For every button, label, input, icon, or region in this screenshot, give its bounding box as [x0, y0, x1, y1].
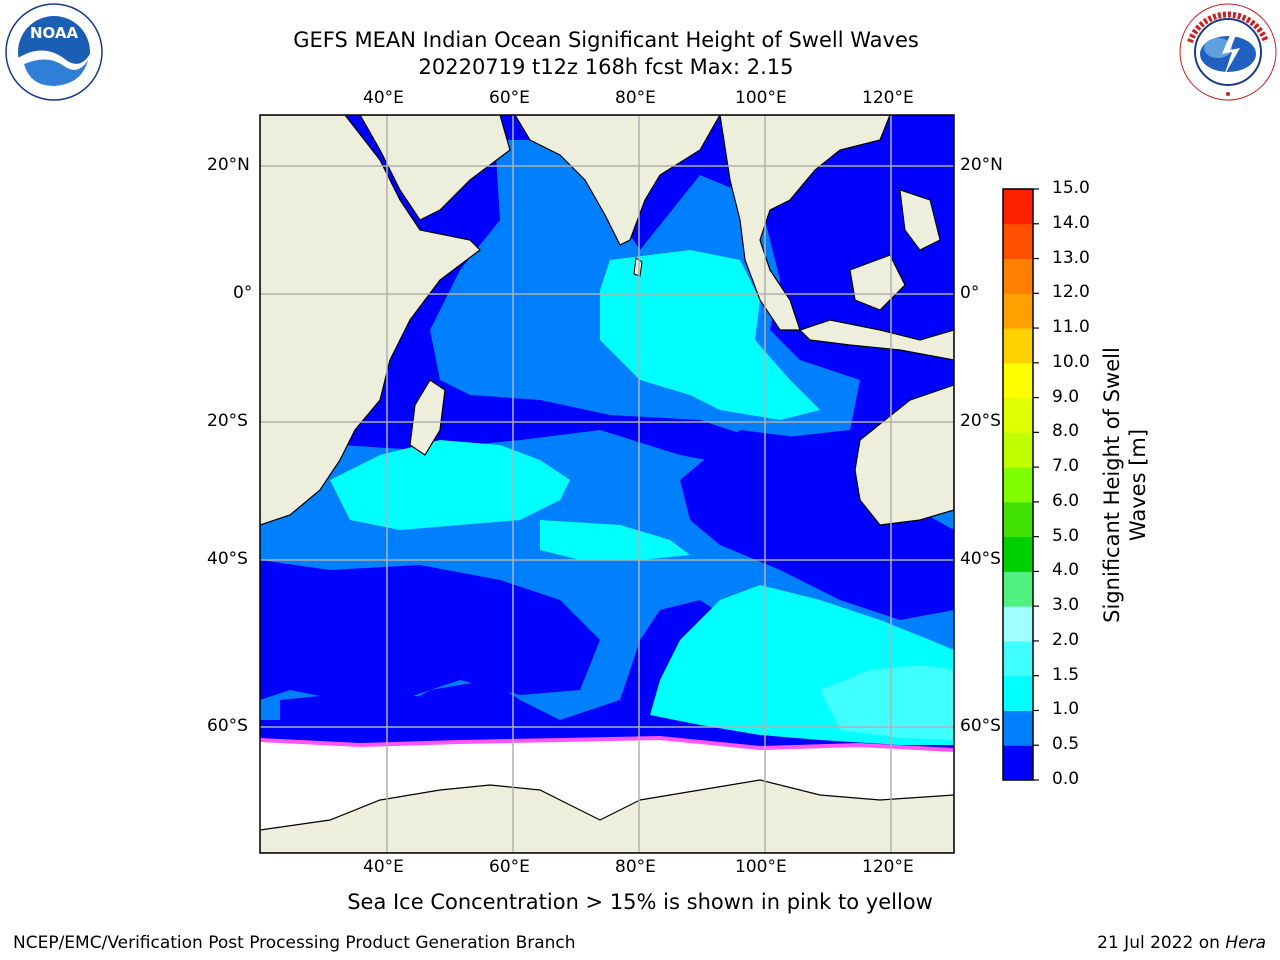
lon-tick-bottom-100e: 100°E [735, 857, 787, 877]
lon-tick-bottom-80e: 80°E [615, 857, 656, 877]
swell-light-west [330, 440, 570, 530]
colorbar-segment-2 [1003, 675, 1033, 711]
colorbar-segment-4 [1003, 606, 1033, 642]
noaa-logo: NOAA [5, 3, 103, 101]
lat-tick-left-60s: 60°S [207, 716, 248, 736]
colorbar-tick-label-4: 2.0 [1052, 629, 1080, 650]
lon-tick-top-100e: 100°E [735, 88, 787, 108]
lon-tick-bottom-60e: 60°E [489, 857, 530, 877]
colorbar-segment-8 [1003, 467, 1033, 503]
lon-tick-bottom-120e: 120°E [862, 857, 914, 877]
colorbar-tick-label-5: 3.0 [1052, 595, 1080, 616]
lat-tick-right-0: 0° [960, 283, 980, 303]
colorbar-tick-label-14: 12.0 [1052, 282, 1090, 303]
land-madagascar [409, 379, 446, 456]
lat-tick-right-40s: 40°S [960, 549, 1001, 569]
colorbar-tick-label-13: 11.0 [1052, 317, 1090, 338]
land-indonesia [798, 319, 954, 361]
swell-deep-patch-1 [260, 560, 600, 700]
footer-host: Hera [1225, 933, 1266, 953]
land-southeast-asia [719, 115, 891, 331]
colorbar-segment-14 [1003, 258, 1033, 294]
land-antarctica [260, 779, 954, 853]
footer-date-text: 21 Jul 2022 on [1097, 933, 1226, 953]
land-india [514, 115, 721, 246]
colorbar-tick-label-7: 5.0 [1052, 525, 1080, 546]
swell-deep-patch-2 [680, 430, 954, 620]
map-frame [259, 114, 955, 854]
colorbar-segment-0 [1003, 745, 1033, 781]
lat-tick-left-20s: 20°S [207, 411, 248, 431]
colorbar-segment-9 [1003, 432, 1033, 468]
lon-tick-top-80e: 80°E [615, 88, 656, 108]
colorbar [1003, 188, 1039, 781]
colorbar-segment-5 [1003, 571, 1033, 607]
colorbar-tick-label-0: 0.0 [1052, 769, 1080, 789]
colorbar-label-line1: Significant Height of Swell [1100, 347, 1124, 623]
colorbar-segment-15 [1003, 223, 1033, 260]
lat-tick-right-20n: 20°N [960, 155, 1003, 175]
land-sri-lanka [633, 257, 643, 277]
chart-title: GEFS MEAN Indian Ocean Significant Heigh… [293, 28, 919, 52]
lat-tick-right-20s: 20°S [960, 411, 1001, 431]
lat-tick-left-40s: 40°S [207, 549, 248, 569]
colorbar-tick-label-8: 6.0 [1052, 490, 1080, 511]
colorbar-tick-label-16: 14.0 [1052, 212, 1090, 233]
colorbar-tick-label-9: 7.0 [1052, 456, 1080, 477]
lon-tick-top-120e: 120°E [862, 88, 914, 108]
colorbar-label: Significant Height of Swell Waves [m] [1099, 325, 1151, 645]
lon-tick-bottom-40e: 40°E [363, 857, 404, 877]
sea-ice-edge [260, 735, 954, 752]
colorbar-tick-label-2: 1.0 [1052, 699, 1080, 720]
lat-tick-left-0: 0° [233, 283, 253, 303]
colorbar-tick-label-6: 4.0 [1052, 560, 1080, 581]
colorbar-segment-7 [1003, 501, 1033, 538]
lon-tick-top-60e: 60°E [489, 88, 530, 108]
land-australia [854, 384, 954, 526]
colorbar-tick-label-17: 15.0 [1052, 178, 1090, 198]
lat-tick-right-60s: 60°S [960, 716, 1001, 736]
colorbar-segment-11 [1003, 362, 1033, 399]
colorbar-frame [1002, 188, 1034, 781]
graticule [260, 115, 954, 853]
colorbar-segment-10 [1003, 397, 1033, 433]
colorbar-segment-6 [1003, 536, 1033, 572]
land-philippines [899, 189, 941, 251]
colorbar-tick-label-10: 8.0 [1052, 421, 1080, 442]
colorbar-tick-label-1: 0.5 [1052, 734, 1080, 755]
colorbar-segment-1 [1003, 710, 1033, 746]
noaa-text: NOAA [30, 24, 79, 42]
colorbar-segment-13 [1003, 293, 1033, 329]
colorbar-label-line2: Waves [m] [1126, 428, 1150, 542]
colorbar-tick-label-11: 9.0 [1052, 386, 1080, 407]
nws-logo [1179, 3, 1277, 101]
colorbar-segment-12 [1003, 328, 1033, 364]
colorbar-segment-3 [1003, 640, 1033, 677]
swell-pale-south [820, 665, 954, 740]
swell-light-center [540, 520, 690, 560]
lat-tick-left-20n: 20°N [207, 155, 250, 175]
footer-date: 21 Jul 2022 on Hera [1097, 933, 1266, 953]
colorbar-segment-16 [1003, 189, 1033, 225]
colorbar-tick-label-15: 13.0 [1052, 247, 1090, 268]
colorbar-tick-label-3: 1.5 [1052, 664, 1080, 685]
sea-ice-note: Sea Ice Concentration > 15% is shown in … [347, 890, 933, 914]
colorbar-tick-label-12: 10.0 [1052, 351, 1090, 372]
footer-credit: NCEP/EMC/Verification Post Processing Pr… [13, 933, 576, 953]
swell-deep-patch-3 [280, 690, 470, 735]
lon-tick-top-40e: 40°E [363, 88, 404, 108]
chart-subtitle: 20220719 t12z 168h fcst Max: 2.15 [418, 55, 794, 79]
